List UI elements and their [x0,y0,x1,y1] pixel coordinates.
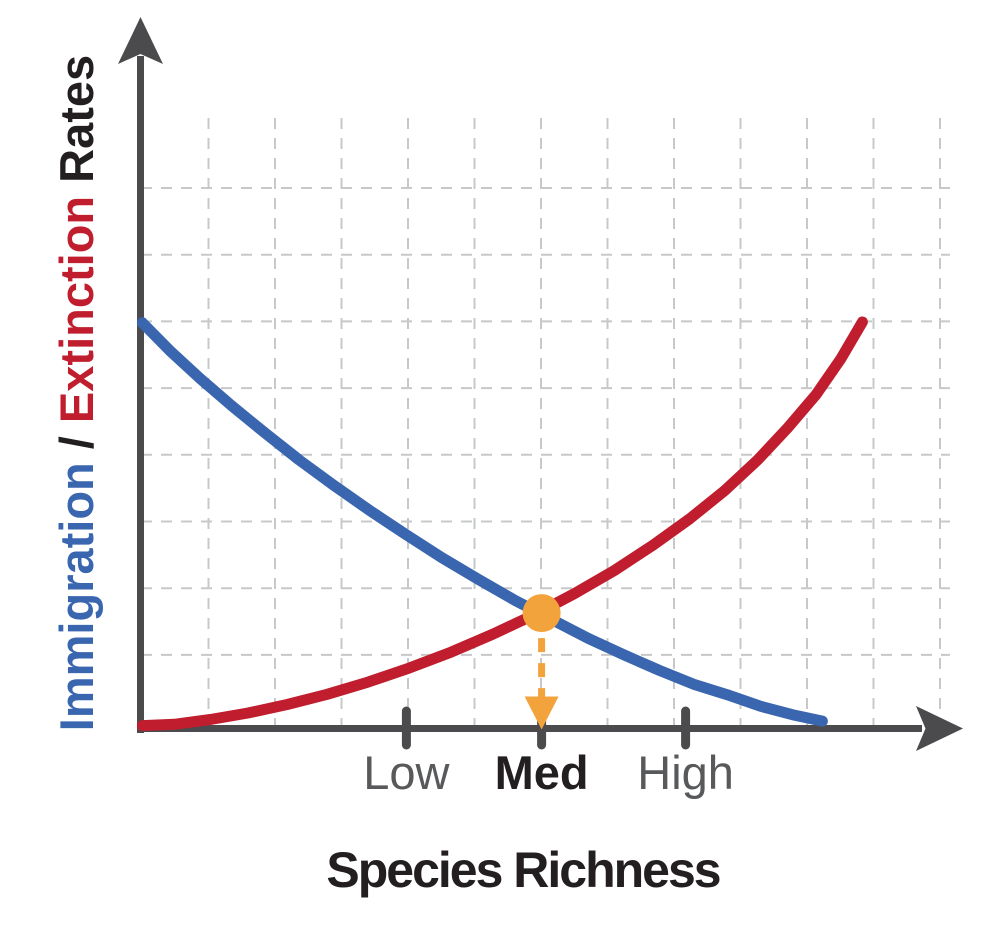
equilibrium-arrowhead-icon [524,696,559,730]
y-axis-label-immigration: Immigration [50,462,103,731]
y-axis-arrow-icon [118,17,163,64]
rate-curves [136,316,868,732]
x-axis-title: Species Richness [326,842,719,898]
extinction-curve [136,316,868,732]
gridlines [141,118,950,727]
x-axis-arrow-icon [916,706,963,751]
immigration-curve [136,317,828,727]
equilibrium-point [522,594,561,633]
y-axis-label-rates: Rates [50,55,103,196]
axes [118,17,963,751]
y-axis-label-extinction: Extinction [50,196,103,423]
y-axis-label: Immigration / Extinction Rates [50,55,103,731]
x-tick-label-low: Low [363,746,450,799]
x-tick-label-high: High [637,746,734,799]
y-axis-label-slash: / [50,423,103,462]
x-tick-label-med: Med [495,746,589,799]
equilibrium-marker [522,594,561,730]
x-axis-ticks: Low Med High [363,706,734,799]
